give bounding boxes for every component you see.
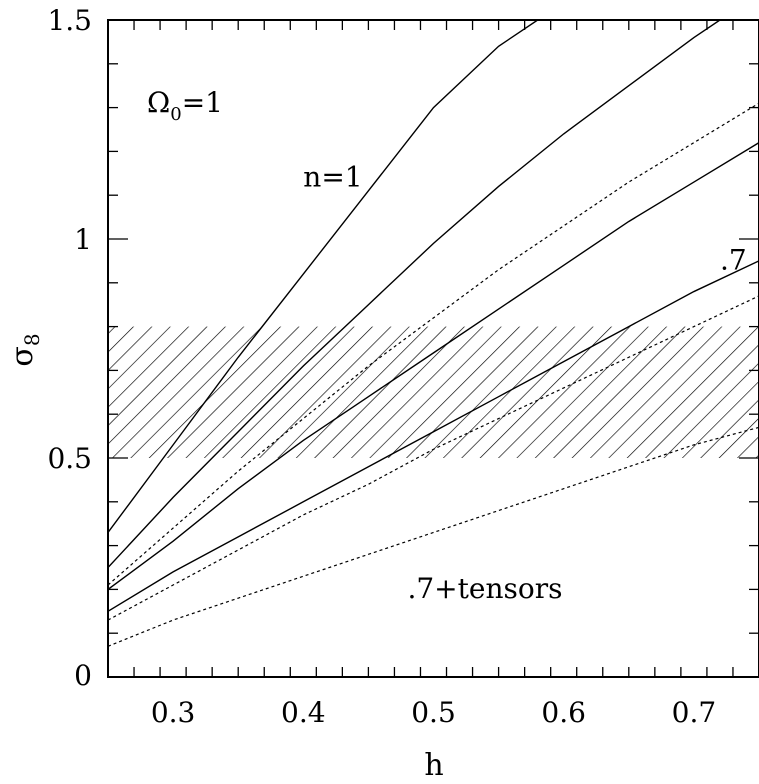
ticks-layer [107,19,759,678]
annotations-layer: Ω0=1 n=1 .7 .7+tensors [147,86,747,605]
annotation-label-2: n=1 [303,160,362,193]
series-line-7 [108,426,759,647]
labels-layer: 0.3 0.4 0.5 0.6 0.7 0 0.5 1 1.5 [47,4,716,729]
x-tick-label: 0.4 [281,696,326,729]
series-layer [108,20,759,647]
series-line-2 [108,20,721,568]
x-tick-label: 0.7 [672,696,717,729]
x-tick-label: 0.6 [541,696,586,729]
x-tick-label: 0.5 [411,696,456,729]
annotation-label-3: .7 [720,244,747,277]
series-line-1 [108,20,539,533]
plot-frame [107,19,759,678]
y-tick-label: 0.5 [47,442,92,475]
annotation-label-1: Ω0=1 [147,86,223,125]
hatched-band [108,326,759,458]
series-line-6 [108,295,759,621]
series-line-4 [108,142,759,590]
annotation-label-4: .7+tensors [407,572,562,605]
y-tick-label: 1 [74,223,92,256]
x-axis-title: h [424,748,443,783]
series-line-3 [108,102,759,586]
y-axis-title: σ8 [5,333,44,366]
series-line-5 [108,260,759,612]
x-tick-label: 0.3 [151,696,196,729]
y-tick-label: 1.5 [47,4,92,37]
y-tick-label: 0 [74,659,92,692]
